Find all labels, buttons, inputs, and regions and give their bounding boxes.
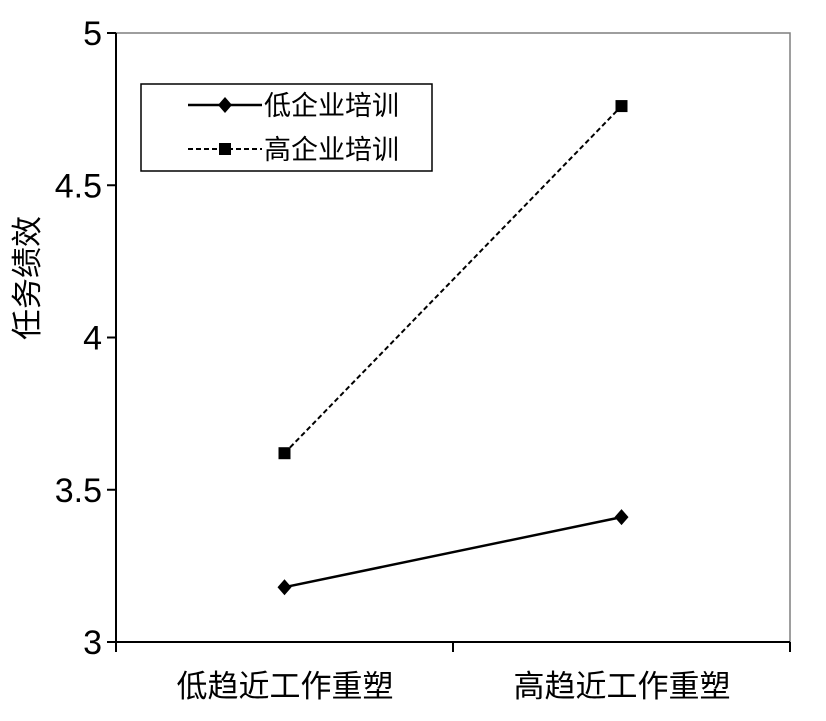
legend-label-low: 低企业培训 [264, 91, 399, 122]
y-axis-ticks: 3 3.5 4 4.5 5 [55, 15, 116, 662]
x-category-label: 高趋近工作重塑 [514, 669, 731, 705]
legend-label-high: 高企业培训 [264, 135, 399, 166]
data-point-diamond [277, 579, 292, 596]
x-category-label: 低趋近工作重塑 [177, 669, 394, 705]
legend-square-marker [219, 143, 231, 155]
data-point-square [615, 100, 628, 113]
data-point-square [278, 447, 291, 460]
legend-box [140, 83, 433, 172]
y-tick-label: 3.5 [55, 472, 102, 510]
y-tick-label: 5 [83, 15, 102, 53]
legend: 低企业培训 高企业培训 [140, 83, 433, 172]
legend-diamond-marker [218, 97, 232, 113]
series-layer [277, 100, 629, 596]
y-tick-label: 4.5 [55, 167, 102, 205]
series-line [283, 105, 623, 454]
y-tick-label: 3 [83, 624, 102, 662]
data-point-diamond [614, 509, 629, 526]
y-axis-title: 任务绩效 [10, 216, 46, 340]
series-line [284, 515, 622, 589]
y-tick-label: 4 [83, 320, 102, 358]
